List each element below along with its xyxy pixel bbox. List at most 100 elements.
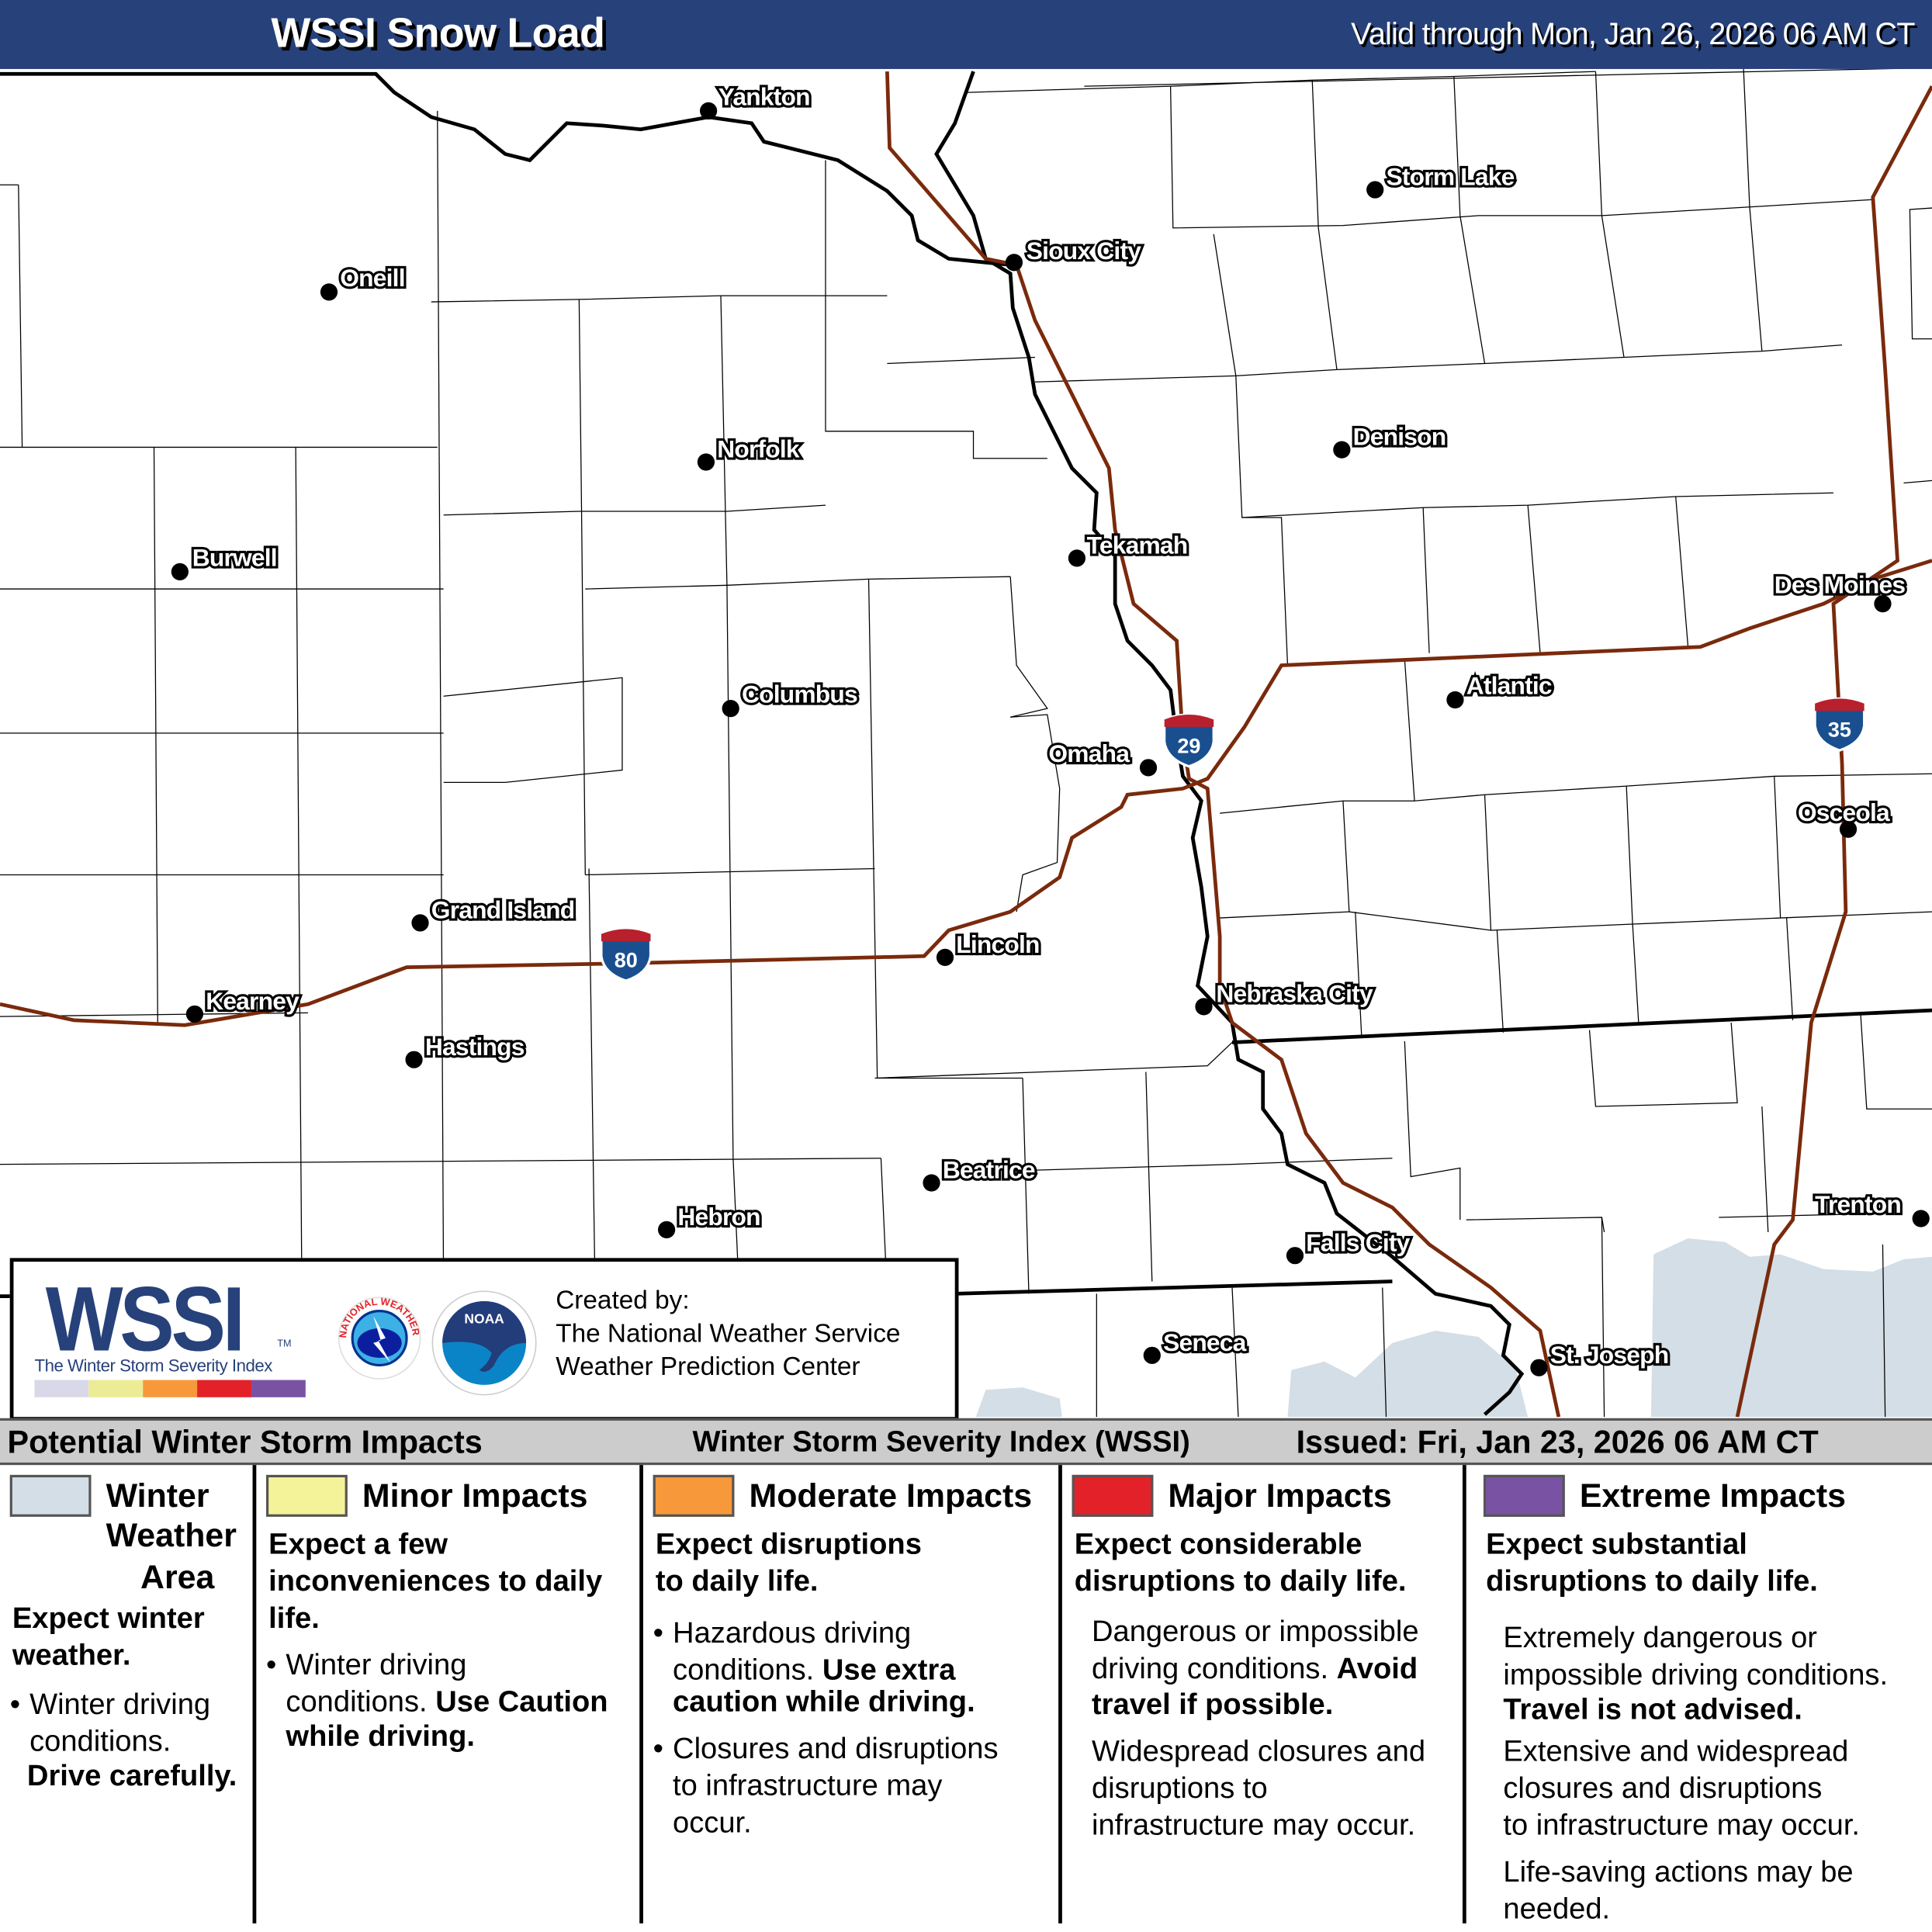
nws-logo: NATIONAL WEATHER SERVICE: [337, 1289, 421, 1380]
city-label: Osceola: [1798, 798, 1890, 826]
city-dot: [320, 283, 338, 301]
legend-text: travel if possible.: [1091, 1688, 1334, 1722]
county-line: [1527, 505, 1541, 653]
city-yankton: Yankton: [699, 80, 813, 120]
legend-divider: [252, 1465, 257, 1923]
city-osceola: Osceola: [1795, 796, 1893, 838]
city-label: Burwell: [192, 543, 277, 571]
city-dot: [405, 1051, 423, 1068]
legend-text: to infrastructure may: [673, 1769, 943, 1803]
county-line: [437, 110, 445, 1294]
legend-text: Widespread closures and: [1091, 1734, 1426, 1768]
county-line: [1626, 786, 1633, 925]
legend-title-line: Area: [140, 1558, 215, 1596]
county-borders: [0, 68, 1932, 1418]
map-title: WSSI Snow Load: [271, 9, 605, 57]
legend-title-line: Moderate Impacts: [749, 1477, 1033, 1515]
county-line: [443, 504, 826, 516]
legend-lead: disruptions to daily life.: [1486, 1564, 1818, 1598]
county-line: [1774, 776, 1781, 919]
legend-lead: weather.: [12, 1639, 131, 1672]
legend-text: occur.: [673, 1806, 752, 1840]
city-label: Hastings: [425, 1033, 525, 1061]
county-line: [1220, 800, 1415, 814]
city-grand-island: Grand Island: [411, 893, 577, 932]
county-line: [588, 868, 596, 1294]
legend-title-line: Major Impacts: [1168, 1477, 1392, 1515]
county-line: [1034, 345, 1843, 383]
city-dot: [1530, 1359, 1548, 1376]
county-line: [1594, 71, 1625, 358]
legend-lead: inconveniences to daily: [268, 1564, 603, 1598]
county-line: [1241, 492, 1833, 518]
county-line: [1903, 480, 1932, 484]
legend-text: closures and disruptions: [1503, 1771, 1823, 1806]
city-label: Tekamah: [1087, 531, 1188, 559]
county-line: [867, 579, 1023, 1079]
legend-header: Potential Winter Storm Impacts Winter St…: [0, 1418, 1932, 1466]
svg-text:80: 80: [615, 949, 638, 972]
county-line: [874, 1041, 1233, 1079]
county-line: [1632, 923, 1639, 1026]
legend-lead: to daily life.: [655, 1564, 819, 1598]
city-dot: [1195, 998, 1213, 1016]
legend-lead: Expect winter: [12, 1601, 205, 1636]
city-label: Beatrice: [943, 1156, 1035, 1184]
county-line: [1588, 1022, 1738, 1107]
legend-lead: disruptions to daily life.: [1074, 1564, 1407, 1598]
interstate-80-shield: 80: [600, 927, 653, 982]
city-burwell: Burwell: [171, 541, 280, 580]
legend-text: to infrastructure may occur.: [1503, 1809, 1861, 1843]
city-lincoln: Lincoln: [936, 928, 1043, 966]
county-line: [1761, 1106, 1769, 1233]
city-dot: [1333, 441, 1351, 459]
legend-text: driving conditions.: [1091, 1652, 1329, 1686]
city-tekamah: Tekamah: [1068, 528, 1190, 567]
legend-title: Potential Winter Storm Impacts: [7, 1423, 483, 1460]
county-line: [825, 160, 1047, 459]
county-line: [1882, 1244, 1886, 1418]
legend-lead: life.: [268, 1601, 320, 1636]
city-label: Omaha: [1048, 739, 1130, 767]
city-label: Grand Island: [431, 896, 575, 924]
svg-text:29: 29: [1177, 734, 1200, 757]
county-line: [1422, 507, 1430, 653]
county-line: [1675, 496, 1689, 647]
county-line: [1491, 911, 1932, 931]
county-line: [1010, 714, 1061, 912]
county-line: [1785, 918, 1794, 1020]
swatch-winter-weather: [9, 1474, 92, 1517]
county-line: [887, 356, 1035, 365]
city-label: Falls City: [1306, 1228, 1410, 1256]
legend-text: impossible driving conditions.: [1503, 1658, 1889, 1692]
county-line: [585, 867, 875, 876]
legend-lead: Expect disruptions: [655, 1528, 922, 1562]
credit-org-wpc: Weather Prediction Center: [556, 1352, 860, 1382]
city-norfolk: Norfolk: [697, 432, 803, 471]
city-dot: [1286, 1247, 1304, 1265]
county-line: [153, 447, 158, 1023]
legend-lead: Expect a few: [268, 1528, 448, 1562]
city-dot: [1139, 759, 1158, 777]
city-label: Columbus: [742, 680, 857, 708]
legend-bullet: Winter driving: [10, 1687, 210, 1724]
city-des-moines: Des Moines: [1772, 568, 1908, 613]
legend-bullet: Closures and disruptions: [653, 1731, 999, 1768]
county-line: [1084, 68, 1899, 87]
legend-bullet: Hazardous driving: [653, 1615, 912, 1653]
legend-text: Life-saving actions may be: [1503, 1855, 1854, 1889]
city-st-joseph: St. Joseph: [1530, 1338, 1671, 1376]
legend-title-line: Weather: [106, 1516, 237, 1554]
county-line: [1860, 1013, 1932, 1110]
legend-major: Major Impacts Expect considerable disrup…: [1062, 1465, 1464, 1927]
county-line: [0, 1158, 881, 1165]
city-label: Kearney: [206, 987, 299, 1015]
city-label: Storm Lake: [1387, 163, 1515, 191]
county-line: [585, 576, 1011, 590]
legend-text: Travel is not advised.: [1503, 1692, 1802, 1726]
city-label: Des Moines: [1774, 570, 1906, 598]
logo-box: WSSI TM The Winter Storm Severity Index …: [9, 1258, 959, 1421]
county-line: [1743, 68, 1763, 351]
legend-winter-weather-area: Winter Weather Area Expect winter weathe…: [0, 1465, 253, 1927]
legend-divider: [1462, 1465, 1466, 1923]
